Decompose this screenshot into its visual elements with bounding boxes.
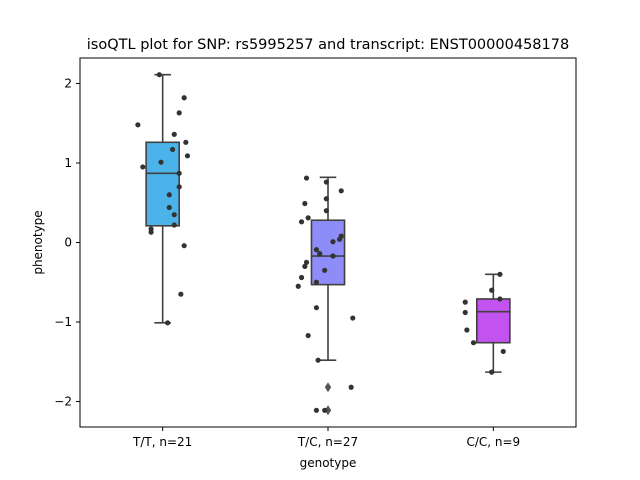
data-point — [315, 357, 321, 363]
data-point — [305, 332, 311, 339]
data-point — [489, 369, 495, 375]
data-point — [323, 208, 329, 214]
data-point — [166, 204, 172, 211]
data-point — [298, 219, 305, 225]
iqr-box — [310, 219, 346, 286]
y-tick-label: −2 — [54, 395, 72, 409]
data-point — [181, 243, 187, 249]
box-group-1 — [135, 72, 191, 326]
data-point — [171, 222, 177, 228]
data-point — [183, 139, 189, 145]
box-group-2 — [295, 175, 356, 416]
data-point — [462, 309, 468, 316]
box-group-3 — [462, 271, 511, 375]
data-point — [497, 296, 503, 302]
data-point — [176, 184, 182, 190]
data-point — [165, 320, 171, 326]
x-axis-label: genotype — [300, 456, 357, 470]
outlier-marker — [324, 405, 332, 416]
data-point — [330, 253, 336, 259]
iqr-box — [475, 298, 511, 344]
data-point — [148, 229, 154, 235]
data-point — [158, 159, 164, 165]
x-tick-label: T/C, n=27 — [297, 435, 358, 449]
data-point — [184, 153, 191, 159]
data-point — [323, 179, 329, 185]
data-point — [303, 259, 310, 265]
data-point — [303, 175, 310, 181]
outlier-marker — [324, 382, 332, 393]
data-point — [313, 247, 320, 253]
y-tick-label: 0 — [64, 236, 72, 250]
iqr-box — [145, 141, 180, 227]
data-point — [305, 215, 311, 221]
x-tick-label: T/T, n=21 — [132, 435, 192, 449]
data-point — [470, 340, 477, 346]
data-point — [348, 384, 354, 390]
data-point — [330, 239, 336, 245]
data-point — [135, 122, 141, 128]
data-point — [464, 327, 470, 333]
y-tick-label: −1 — [54, 315, 72, 329]
data-point — [302, 200, 308, 207]
data-point — [317, 251, 323, 257]
data-point — [295, 283, 301, 289]
x-tick-label: C/C, n=9 — [466, 435, 520, 449]
data-point — [322, 267, 328, 273]
data-point — [171, 212, 177, 218]
y-axis: −2 −1 0 1 2 — [54, 76, 80, 409]
data-point — [156, 72, 162, 78]
data-point — [313, 407, 320, 413]
y-tick-label: 2 — [64, 76, 72, 90]
x-axis: T/T, n=21 T/C, n=27 C/C, n=9 — [132, 427, 520, 449]
data-point — [323, 196, 329, 202]
y-axis-label: phenotype — [31, 210, 45, 274]
data-point — [140, 164, 146, 170]
data-point — [176, 170, 182, 176]
data-point — [497, 271, 503, 277]
data-point — [500, 348, 506, 355]
data-point — [322, 407, 328, 413]
data-point — [489, 287, 495, 293]
data-point — [171, 131, 177, 137]
y-tick-label: 1 — [64, 156, 72, 170]
data-point — [350, 315, 356, 321]
plot-area — [135, 72, 511, 416]
data-point — [336, 236, 343, 242]
data-point — [313, 279, 320, 285]
data-point — [176, 110, 182, 116]
chart-title: isoQTL plot for SNP: rs5995257 and trans… — [87, 37, 569, 53]
data-point — [313, 305, 320, 311]
data-point — [302, 263, 308, 269]
data-point — [181, 95, 187, 101]
data-point — [298, 274, 305, 281]
data-point — [166, 192, 172, 198]
data-point — [462, 299, 468, 305]
data-point — [178, 291, 184, 297]
data-point — [338, 188, 344, 194]
data-point — [169, 146, 176, 153]
